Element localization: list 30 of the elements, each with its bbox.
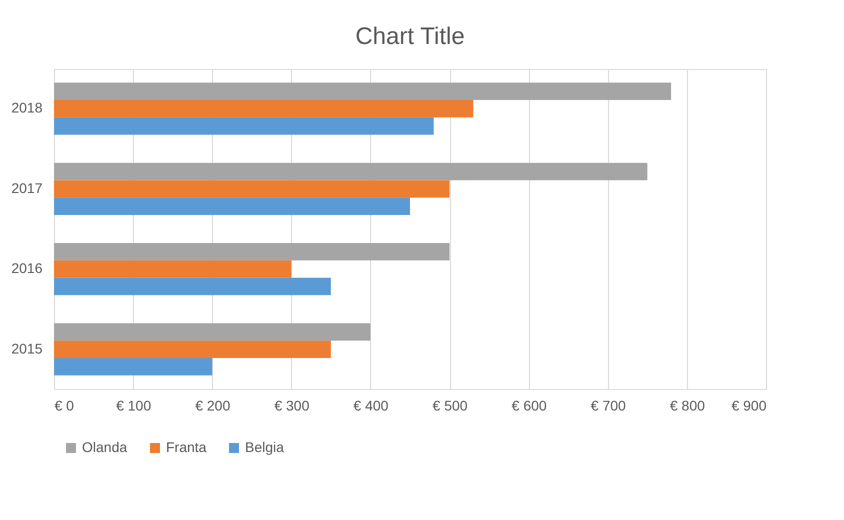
legend-label: Belgia bbox=[245, 439, 284, 455]
x-tick-label: € 400 bbox=[353, 398, 389, 414]
x-tick-label: € 300 bbox=[274, 398, 310, 414]
x-tick-label: € 200 bbox=[195, 398, 230, 414]
legend-label: Olanda bbox=[82, 439, 128, 455]
bar bbox=[54, 358, 212, 376]
y-tick-label: 2016 bbox=[11, 260, 43, 276]
x-tick-label: € 900 bbox=[731, 398, 767, 414]
chart-title: Chart Title bbox=[355, 23, 465, 50]
bar bbox=[54, 243, 450, 260]
bar bbox=[54, 162, 648, 180]
bar bbox=[54, 323, 370, 341]
x-tick-label: € 0 bbox=[54, 398, 74, 414]
bar bbox=[54, 180, 450, 198]
bar bbox=[54, 100, 474, 118]
x-tick-label: € 100 bbox=[116, 398, 152, 414]
y-tick-label: 2017 bbox=[11, 180, 43, 196]
x-tick-label: € 700 bbox=[590, 398, 626, 414]
bar bbox=[54, 117, 434, 135]
x-tick-label: € 600 bbox=[512, 398, 547, 414]
bar bbox=[54, 278, 331, 296]
x-tick-label: € 800 bbox=[670, 398, 706, 414]
legend-label: Franta bbox=[166, 439, 207, 455]
y-tick-label: 2018 bbox=[11, 100, 43, 116]
bar bbox=[54, 82, 672, 100]
y-tick-label: 2015 bbox=[11, 340, 43, 356]
x-tick-label: € 500 bbox=[432, 398, 468, 414]
bar bbox=[54, 260, 292, 278]
bar bbox=[54, 340, 331, 358]
bar bbox=[54, 198, 410, 215]
